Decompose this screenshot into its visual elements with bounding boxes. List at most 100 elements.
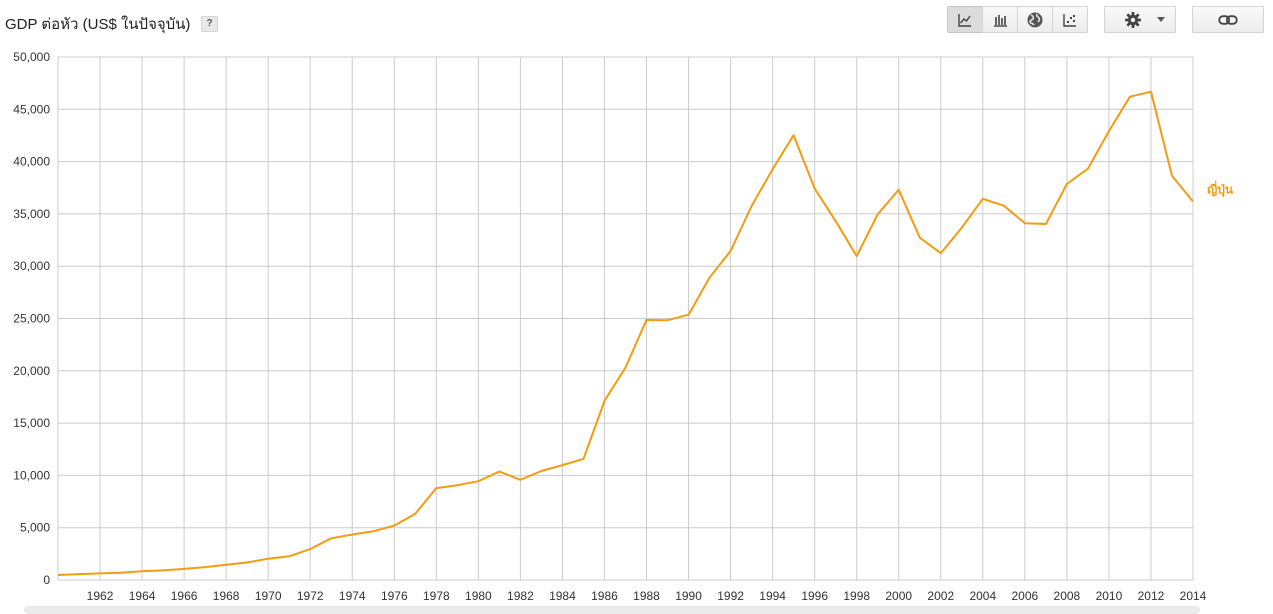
- x-tick-label: 2012: [1138, 589, 1165, 603]
- x-tick-label: 1988: [633, 589, 660, 603]
- data-point[interactable]: [55, 572, 61, 578]
- data-point[interactable]: [770, 166, 776, 172]
- data-point[interactable]: [76, 571, 82, 577]
- data-point[interactable]: [286, 553, 292, 559]
- data-point[interactable]: [244, 560, 250, 566]
- data-point[interactable]: [1106, 128, 1112, 134]
- x-tick-label: 2004: [969, 589, 996, 603]
- x-tick-label: 1970: [255, 589, 282, 603]
- x-tick-label: 1994: [759, 589, 786, 603]
- x-tick-label: 2000: [885, 589, 912, 603]
- scatter-button[interactable]: [1052, 6, 1088, 33]
- x-tick-label: 1976: [381, 589, 408, 603]
- x-tick-label: 1978: [423, 589, 450, 603]
- data-point[interactable]: [139, 568, 145, 574]
- data-point[interactable]: [475, 478, 481, 484]
- data-point[interactable]: [791, 132, 797, 138]
- y-tick-label: 40,000: [13, 155, 50, 169]
- bar-chart-icon: [994, 14, 1007, 27]
- data-point[interactable]: [160, 567, 166, 573]
- data-point[interactable]: [938, 250, 944, 256]
- data-point[interactable]: [896, 187, 902, 193]
- data-point[interactable]: [349, 531, 355, 537]
- data-point[interactable]: [1022, 220, 1028, 226]
- data-point[interactable]: [265, 556, 271, 562]
- link-icon: [1218, 14, 1238, 25]
- y-tick-label: 45,000: [13, 102, 50, 116]
- data-point[interactable]: [307, 546, 313, 552]
- y-tick-label: 15,000: [13, 416, 50, 430]
- data-point[interactable]: [496, 469, 502, 475]
- data-point[interactable]: [623, 364, 629, 370]
- data-point[interactable]: [1064, 181, 1070, 187]
- data-point[interactable]: [1169, 173, 1175, 179]
- data-point[interactable]: [517, 477, 523, 483]
- y-tick-label: 0: [43, 573, 50, 587]
- page-title: GDP ต่อหัว (US$ ในปัจจุบัน): [5, 16, 191, 33]
- data-point[interactable]: [202, 564, 208, 570]
- data-point[interactable]: [580, 456, 586, 462]
- data-point[interactable]: [917, 235, 923, 241]
- data-point[interactable]: [538, 468, 544, 474]
- y-tick-label: 30,000: [13, 259, 50, 273]
- data-point[interactable]: [223, 562, 229, 568]
- x-tick-label: 1986: [591, 589, 618, 603]
- data-point[interactable]: [433, 485, 439, 491]
- x-tick-label: 2008: [1054, 589, 1081, 603]
- data-point[interactable]: [833, 218, 839, 224]
- settings-button[interactable]: [1104, 6, 1176, 33]
- data-point[interactable]: [665, 317, 671, 323]
- x-tick-label: 1998: [843, 589, 870, 603]
- data-point[interactable]: [728, 248, 734, 254]
- data-point[interactable]: [412, 511, 418, 517]
- bar-chart-button[interactable]: [982, 6, 1018, 33]
- data-point[interactable]: [707, 274, 713, 280]
- gear-icon: [1125, 11, 1141, 28]
- x-tick-label: 1974: [339, 589, 366, 603]
- data-point[interactable]: [644, 317, 650, 323]
- x-tick-label: 1966: [171, 589, 198, 603]
- data-point[interactable]: [1001, 203, 1007, 209]
- x-tick-label: 1992: [717, 589, 744, 603]
- help-icon[interactable]: ?: [201, 16, 218, 32]
- data-point[interactable]: [812, 186, 818, 192]
- scatter-icon: [1063, 13, 1076, 27]
- x-tick-label: 1982: [507, 589, 534, 603]
- line-chart-icon: [958, 13, 971, 27]
- data-point[interactable]: [686, 312, 692, 318]
- data-point[interactable]: [454, 482, 460, 488]
- data-point[interactable]: [118, 570, 124, 576]
- data-point[interactable]: [854, 253, 860, 259]
- data-point[interactable]: [1043, 221, 1049, 227]
- y-tick-label: 20,000: [13, 364, 50, 378]
- y-tick-label: 50,000: [13, 50, 50, 64]
- data-point[interactable]: [559, 462, 565, 468]
- x-tick-label: 2010: [1096, 589, 1123, 603]
- data-point[interactable]: [328, 535, 334, 541]
- data-point[interactable]: [980, 196, 986, 202]
- globe-icon: [1027, 12, 1043, 27]
- data-point[interactable]: [97, 570, 103, 576]
- x-tick-label: 2002: [927, 589, 954, 603]
- data-point[interactable]: [181, 566, 187, 572]
- data-point[interactable]: [875, 211, 881, 217]
- data-point[interactable]: [1148, 89, 1154, 95]
- data-point[interactable]: [370, 528, 376, 534]
- y-tick-label: 35,000: [13, 207, 50, 221]
- data-point[interactable]: [601, 398, 607, 404]
- share-link-button[interactable]: [1192, 6, 1264, 33]
- series-line[interactable]: [57, 90, 1194, 576]
- y-tick-label: 10,000: [13, 468, 50, 482]
- data-point[interactable]: [1085, 166, 1091, 172]
- x-tick-label: 1980: [465, 589, 492, 603]
- data-point[interactable]: [959, 225, 965, 231]
- series-label: ญี่ปุ่น: [1207, 180, 1234, 197]
- time-scrollbar[interactable]: [24, 606, 1200, 614]
- data-point[interactable]: [1127, 94, 1133, 100]
- x-tick-label: 1972: [297, 589, 324, 603]
- data-point[interactable]: [1190, 198, 1196, 204]
- x-tick-label: 1996: [801, 589, 828, 603]
- data-point[interactable]: [391, 523, 397, 529]
- data-point[interactable]: [749, 203, 755, 209]
